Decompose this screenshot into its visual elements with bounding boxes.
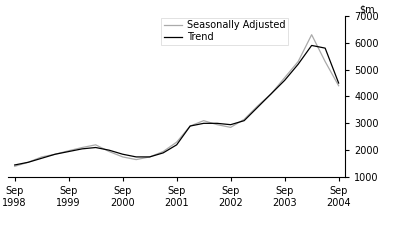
Trend: [147, 155, 152, 158]
Seasonally Adjusted: [323, 60, 328, 63]
Text: $m: $m: [360, 4, 375, 14]
Seasonally Adjusted: [107, 150, 112, 153]
Line: Seasonally Adjusted: Seasonally Adjusted: [15, 35, 339, 166]
Trend: [215, 122, 220, 125]
Seasonally Adjusted: [201, 119, 206, 122]
Trend: [80, 148, 85, 150]
Trend: [296, 63, 301, 66]
Seasonally Adjusted: [215, 123, 220, 126]
Trend: [161, 152, 166, 154]
Seasonally Adjusted: [80, 146, 85, 149]
Trend: [107, 149, 112, 152]
Trend: [174, 143, 179, 146]
Seasonally Adjusted: [269, 92, 274, 95]
Seasonally Adjusted: [147, 155, 152, 158]
Trend: [242, 119, 247, 122]
Trend: [12, 164, 17, 166]
Trend: [134, 155, 139, 158]
Seasonally Adjusted: [242, 118, 247, 121]
Seasonally Adjusted: [336, 84, 341, 87]
Trend: [39, 157, 44, 160]
Trend: [309, 44, 314, 47]
Seasonally Adjusted: [39, 155, 44, 158]
Legend: Seasonally Adjusted, Trend: Seasonally Adjusted, Trend: [161, 17, 288, 45]
Line: Trend: Trend: [15, 45, 339, 165]
Trend: [66, 150, 71, 153]
Seasonally Adjusted: [93, 143, 98, 146]
Trend: [336, 82, 341, 84]
Seasonally Adjusted: [120, 155, 125, 158]
Trend: [53, 153, 58, 155]
Seasonally Adjusted: [134, 158, 139, 161]
Trend: [26, 161, 31, 164]
Trend: [323, 47, 328, 49]
Seasonally Adjusted: [188, 125, 193, 127]
Trend: [188, 125, 193, 127]
Seasonally Adjusted: [282, 76, 287, 79]
Trend: [282, 79, 287, 82]
Seasonally Adjusted: [255, 104, 260, 107]
Seasonally Adjusted: [161, 150, 166, 153]
Seasonally Adjusted: [174, 141, 179, 143]
Trend: [228, 123, 233, 126]
Trend: [120, 153, 125, 155]
Seasonally Adjusted: [66, 149, 71, 152]
Seasonally Adjusted: [228, 126, 233, 129]
Trend: [255, 106, 260, 109]
Seasonally Adjusted: [296, 60, 301, 63]
Seasonally Adjusted: [309, 33, 314, 36]
Seasonally Adjusted: [12, 165, 17, 168]
Trend: [201, 122, 206, 125]
Seasonally Adjusted: [26, 161, 31, 164]
Seasonally Adjusted: [53, 153, 58, 155]
Trend: [269, 92, 274, 95]
Trend: [93, 146, 98, 149]
